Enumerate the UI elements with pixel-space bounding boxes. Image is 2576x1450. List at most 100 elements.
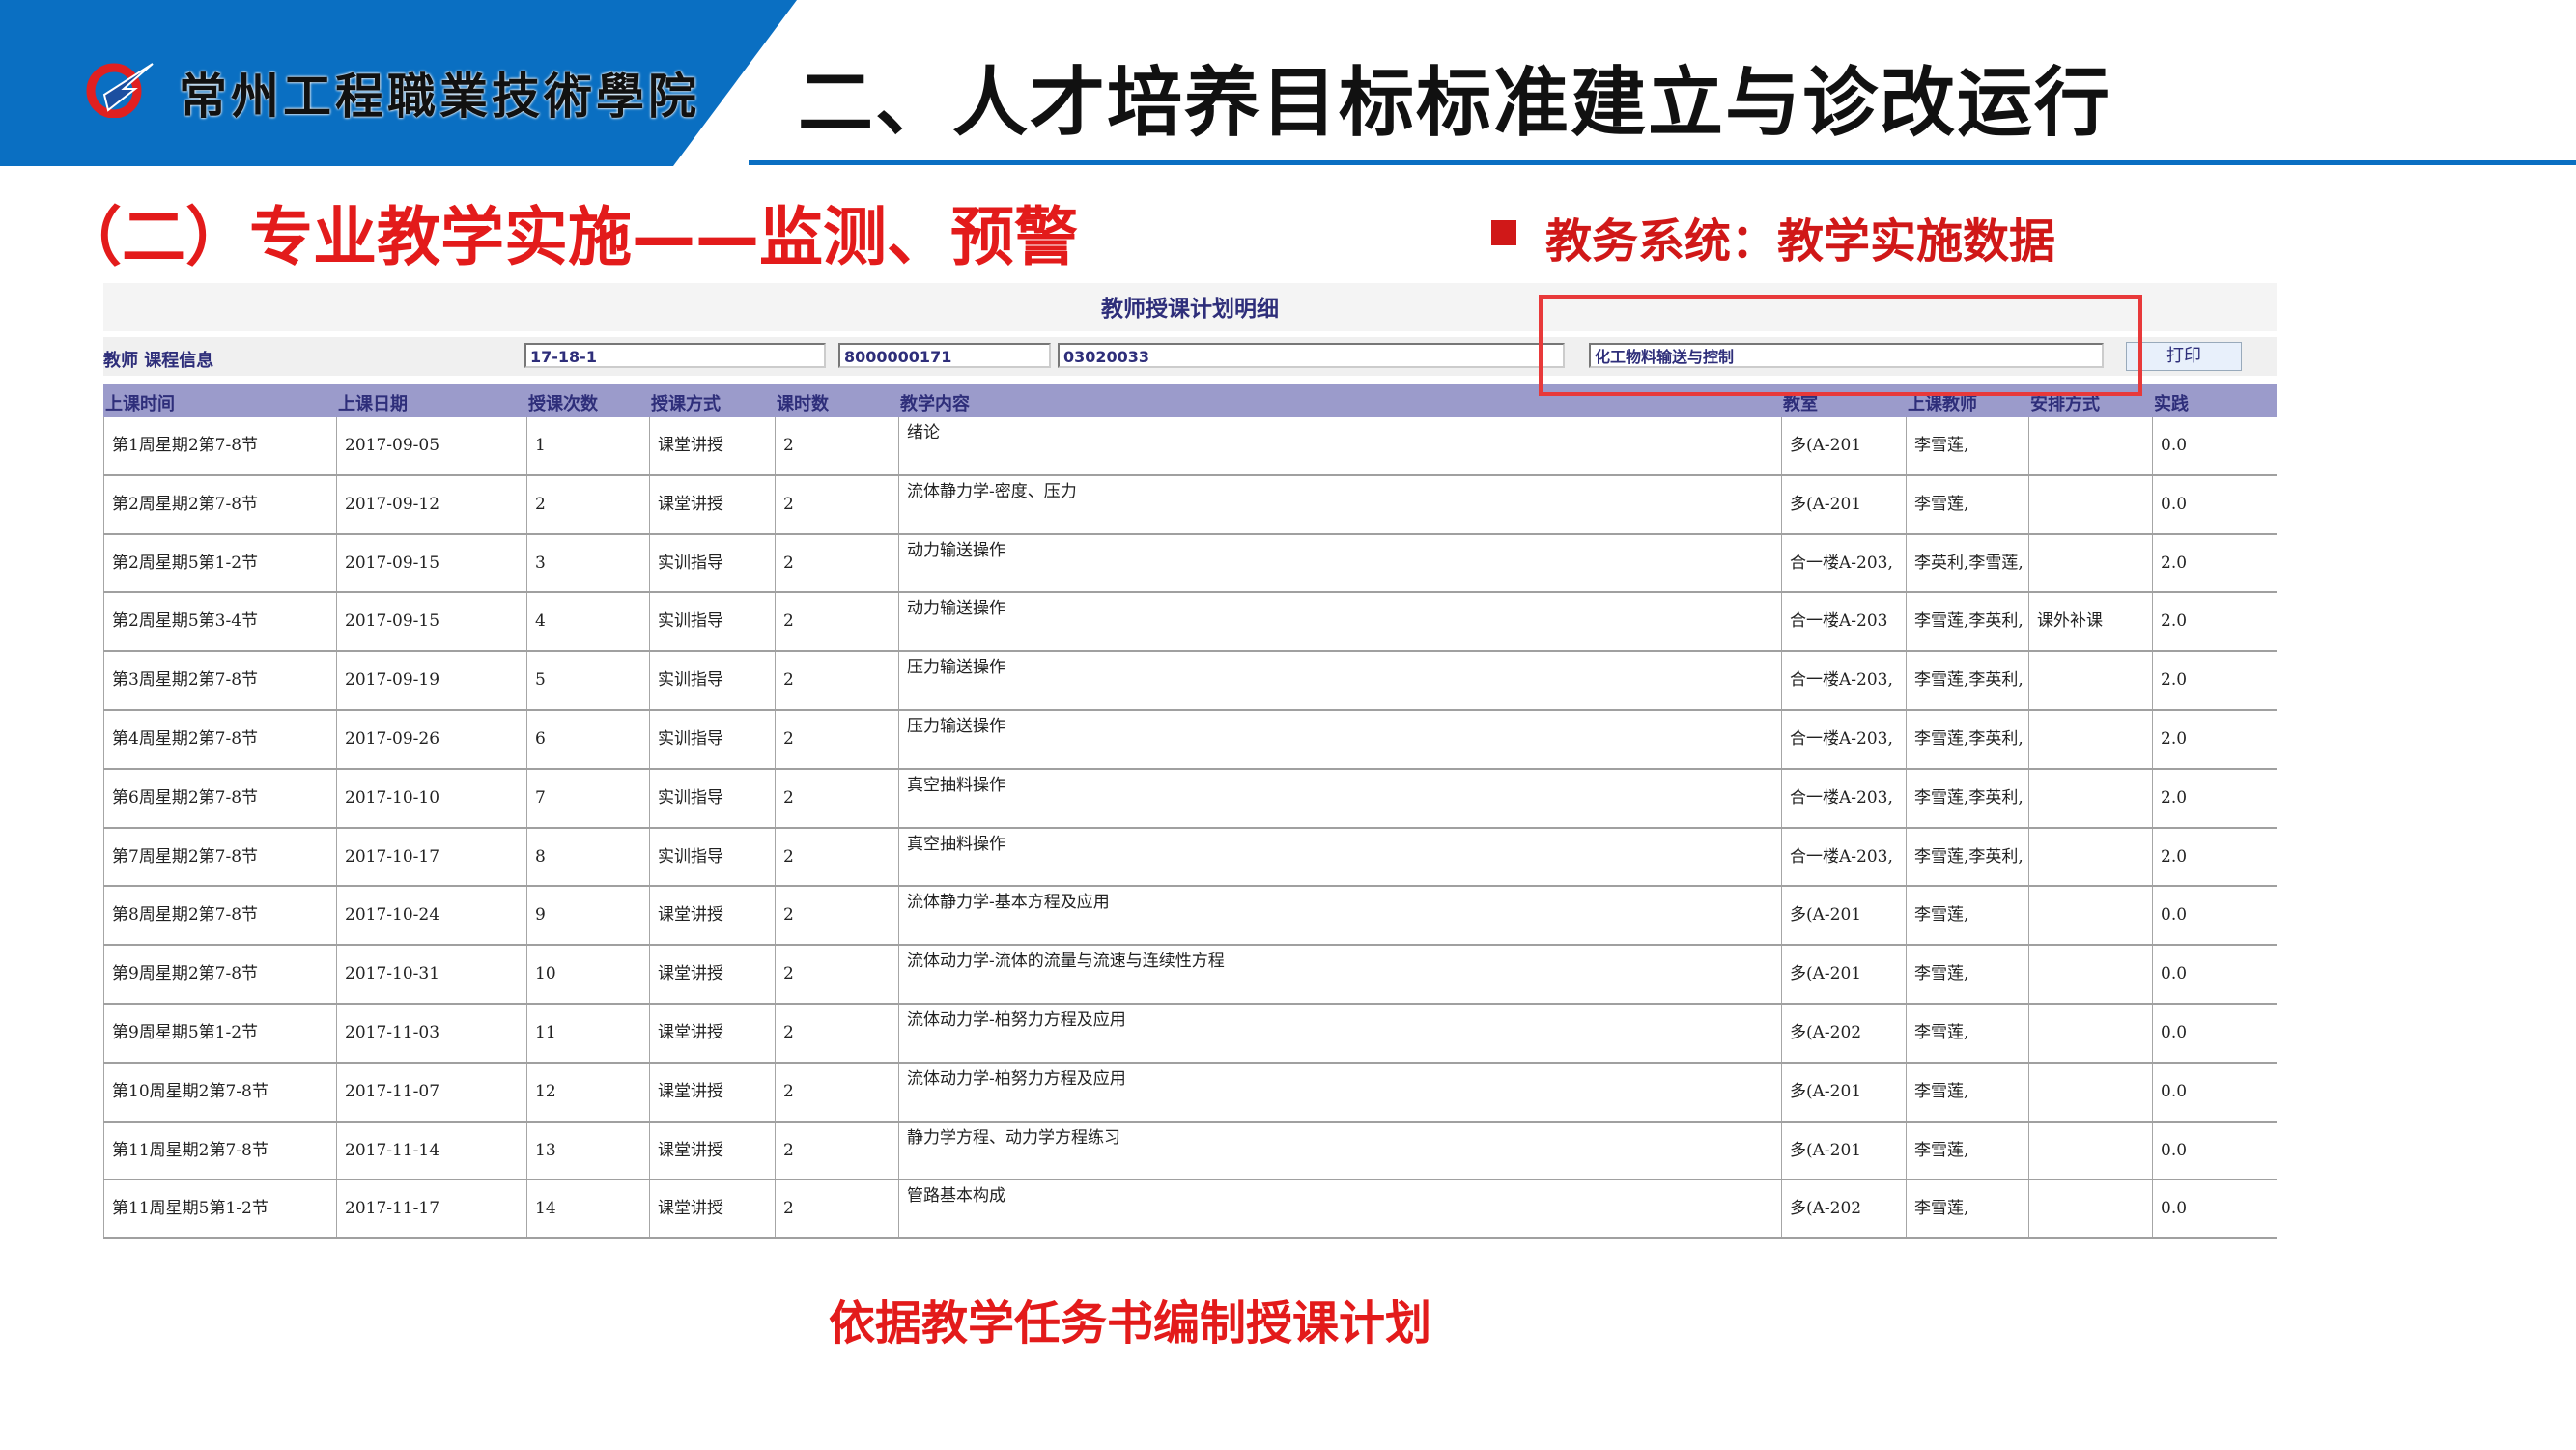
cell-session: 5 [526,652,649,709]
cell-time: 第6周星期2第7-8节 [103,769,336,827]
cell-time: 第2周星期2第7-8节 [103,475,336,533]
column-header-session: 授课次数 [528,394,598,414]
cell-content: 绪论 [898,417,1781,474]
cell-hours: 2 [775,417,898,474]
course-code-field[interactable]: 03020033 [1058,343,1565,368]
cell-method: 课堂讲授 [649,1122,775,1180]
page-title: 二、人才培养目标标准建立与诊改运行 [798,60,2112,147]
table-row: 第1周星期2第7-8节 2017-09-05 1 课堂讲授 2 绪论 多(A-201 李雪莲,… [103,417,2277,476]
panel-title: 教师授课计划明细 [103,283,2277,331]
cell-arrangement [2028,769,2152,827]
table-row: 第10周星期2第7-8节 2017-11-07 12 课堂讲授 2 流体动力学-柏努力方程… [103,1063,2277,1123]
cell-hours: 2 [775,710,898,768]
cell-date: 2017-10-17 [336,828,526,886]
cell-content: 流体静力学-基本方程及应用 [898,887,1781,945]
cell-time: 第2周星期5第3-4节 [103,593,336,651]
cell-session: 2 [526,475,649,533]
cell-method: 实训指导 [649,769,775,827]
cell-time: 第11周星期5第1-2节 [103,1180,336,1238]
cell-room: 合一楼A-203, [1781,710,1906,768]
cell-practice: 2.0 [2152,593,2277,651]
cell-session: 13 [526,1122,649,1180]
cell-hours: 2 [775,1122,898,1180]
table-row: 第4周星期2第7-8节 2017-09-26 6 实训指导 2 压力输送操作 合一楼A-20… [103,710,2277,770]
cell-method: 课堂讲授 [649,1063,775,1121]
column-header-hours: 课时数 [777,394,829,414]
cell-practice: 2.0 [2152,828,2277,886]
cell-room: 合一楼A-203, [1781,534,1906,592]
cell-method: 课堂讲授 [649,1180,775,1238]
cell-arrangement [2028,887,2152,945]
cell-teacher: 李雪莲, [1906,1004,2028,1062]
cell-content: 动力输送操作 [898,534,1781,592]
cell-session: 4 [526,593,649,651]
cell-practice: 2.0 [2152,769,2277,827]
cell-content: 静力学方程、动力学方程练习 [898,1122,1781,1180]
cell-hours: 2 [775,593,898,651]
cell-date: 2017-11-14 [336,1122,526,1180]
square-bullet-icon [1491,220,1516,245]
cell-teacher: 李雪莲,李英利, [1906,828,2028,886]
cell-method: 课堂讲授 [649,1004,775,1062]
table-row: 第2周星期5第3-4节 2017-09-15 4 实训指导 2 动力输送操作 合一楼A-20… [103,593,2277,653]
highlight-box [1539,295,2142,396]
cell-teacher: 李雪莲, [1906,1063,2028,1121]
cell-session: 14 [526,1180,649,1238]
cell-content: 动力输送操作 [898,593,1781,651]
course-name-field[interactable]: 化工物料输送与控制 [1589,343,2104,368]
cell-time: 第11周星期2第7-8节 [103,1122,336,1180]
cell-date: 2017-09-19 [336,652,526,709]
cell-date: 2017-09-15 [336,593,526,651]
cell-room: 多(A-201 [1781,887,1906,945]
section-subtitle: （二）专业教学实施——监测、预警 [58,200,1078,274]
cell-method: 课堂讲授 [649,887,775,945]
cell-date: 2017-10-24 [336,887,526,945]
cell-date: 2017-11-07 [336,1063,526,1121]
cell-date: 2017-10-10 [336,769,526,827]
cell-practice: 0.0 [2152,887,2277,945]
cell-method: 实训指导 [649,652,775,709]
section-label: 教务系统：教学实施数据 [1545,214,2056,269]
school-name: 常州工程職業技術學院 [179,68,700,125]
cell-teacher: 李雪莲, [1906,417,2028,474]
column-header-arrangement: 安排方式 [2030,394,2100,414]
cell-session: 7 [526,769,649,827]
table-row: 第2周星期2第7-8节 2017-09-12 2 课堂讲授 2 流体静力学-密度、压力 多(… [103,475,2277,535]
cell-session: 10 [526,946,649,1003]
cell-room: 多(A-201 [1781,475,1906,533]
cell-method: 实训指导 [649,710,775,768]
column-header-date: 上课日期 [338,394,408,414]
cell-content: 真空抽料操作 [898,828,1781,886]
teaching-plan-panel: 教师授课计划明细 教师 课程信息 17-18-1 8000000171 0302… [103,283,2277,1240]
column-header-room: 教室 [1783,394,1818,414]
cell-room: 多(A-201 [1781,417,1906,474]
teacher-id-field[interactable]: 8000000171 [838,343,1051,368]
cell-method: 课堂讲授 [649,417,775,474]
cell-practice: 2.0 [2152,652,2277,709]
table-row: 第3周星期2第7-8节 2017-09-19 5 实训指导 2 压力输送操作 合一楼A-20… [103,652,2277,711]
cell-session: 8 [526,828,649,886]
cell-date: 2017-09-12 [336,475,526,533]
cell-time: 第3周星期2第7-8节 [103,652,336,709]
cell-content: 流体静力学-密度、压力 [898,475,1781,533]
cell-arrangement [2028,828,2152,886]
cell-method: 课堂讲授 [649,946,775,1003]
info-label: 教师 课程信息 [103,351,214,371]
cell-room: 合一楼A-203 [1781,593,1906,651]
cell-practice: 0.0 [2152,475,2277,533]
cell-date: 2017-09-05 [336,417,526,474]
cell-session: 6 [526,710,649,768]
cell-content: 压力输送操作 [898,710,1781,768]
cell-content: 流体动力学-流体的流量与流速与连续性方程 [898,946,1781,1003]
cell-hours: 2 [775,534,898,592]
cell-time: 第7周星期2第7-8节 [103,828,336,886]
cell-arrangement [2028,652,2152,709]
school-logo-icon [86,63,154,118]
print-button[interactable]: 打印 [2126,342,2242,371]
cell-hours: 2 [775,887,898,945]
cell-session: 1 [526,417,649,474]
table-header: 上课时间 上课日期 授课次数 授课方式 课时数 教学内容 教室 上课教师 安排方式 实践 [103,384,2277,417]
term-field[interactable]: 17-18-1 [524,343,826,368]
table-row: 第11周星期2第7-8节 2017-11-14 13 课堂讲授 2 静力学方程、动力学方程… [103,1122,2277,1181]
cell-room: 合一楼A-203, [1781,828,1906,886]
